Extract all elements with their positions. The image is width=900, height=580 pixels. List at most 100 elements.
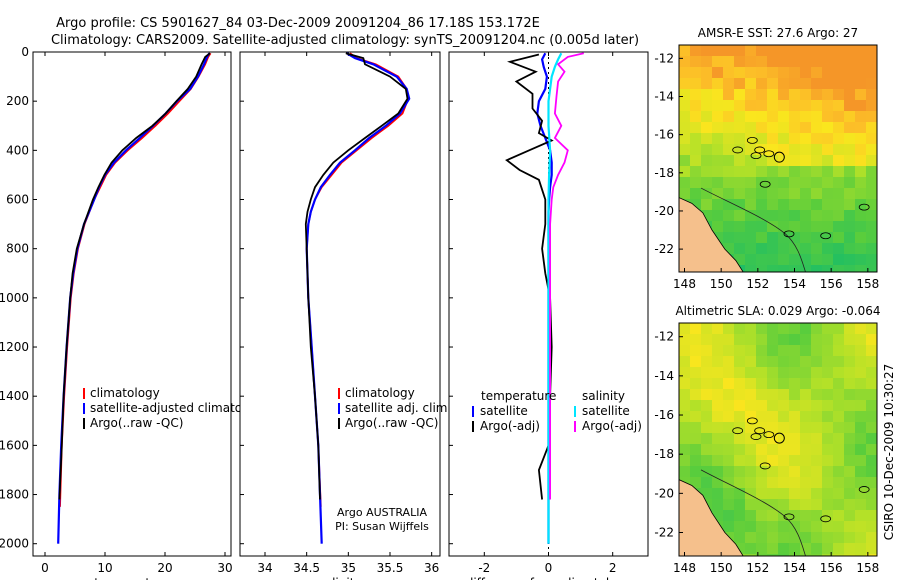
reef-outline [763,431,775,439]
map-cell [778,89,790,101]
map-cell [778,411,790,423]
map-field [679,323,877,556]
map-cell [866,155,877,167]
series-line-2 [58,52,211,500]
map-cell [734,543,746,555]
map-cell [833,221,845,233]
map-cell [734,221,746,233]
depth-tick-label: 1800 [0,488,29,502]
map-cell [712,45,724,57]
map-cell [789,367,801,379]
x-axis-label: salinity [318,576,361,580]
map-cell [679,166,691,178]
map-cell [800,510,812,522]
legend-label: satellite [582,404,630,418]
map-cell [734,243,746,255]
map-cell [866,100,877,112]
map-cell [800,411,812,423]
map-cell [712,334,724,346]
map-cell [756,378,768,390]
map-cell [866,488,877,500]
map-cell [822,243,834,255]
map-cell [800,199,812,211]
map-cell [712,155,724,167]
map-cell [723,334,735,346]
map-cell [723,56,735,68]
map-cell [701,188,713,200]
map-cell [800,144,812,156]
map-cell [789,243,801,255]
map-cell [756,188,768,200]
lon-tick-label: 150 [710,561,733,575]
x-tick-label: 35 [341,561,356,575]
map-cell [789,232,801,244]
map-cell [767,433,779,445]
map-cell [679,177,691,189]
lon-tick-label: 158 [856,277,879,291]
map-cell [844,334,856,346]
map-cell [800,210,812,222]
map-cell [723,45,735,57]
map-cell [767,367,779,379]
map-cell [745,133,757,145]
map-cell [822,455,834,467]
map-cell [690,56,702,68]
map-cell [866,334,877,346]
map-cell [844,543,856,555]
map-cell [745,411,757,423]
map-cell [811,477,823,489]
map-cell [866,499,877,511]
map-cell [778,56,790,68]
map-cell [800,444,812,456]
map-cell [833,411,845,423]
map-cell [822,67,834,79]
map-cell [789,122,801,134]
x-tick-label: -2 [478,561,490,575]
map-cell [822,532,834,544]
map-cell [745,488,757,500]
depth-tick-label: 1200 [0,340,29,354]
map-cell [756,367,768,379]
map-cell [866,221,877,233]
lat-tick-label: -22 [654,242,674,256]
map-cell [756,210,768,222]
reef-outline [732,427,744,435]
map-cell [833,133,845,145]
x-tick-label: 30 [217,561,232,575]
panel-frame [32,51,232,557]
map-cell [712,499,724,511]
map-cell [712,400,724,412]
map-cell [745,56,757,68]
map-cell [800,499,812,511]
map-cell [723,111,735,123]
map-cell [679,334,691,346]
map-cell [767,232,779,244]
map-cell [844,444,856,456]
map-sst: AMSR-E SST: 27.6 Argo: 27 -12 -14 -16 -18 -20… [654,26,879,291]
map-cell [723,232,735,244]
map-cell [778,554,790,556]
map-cell [734,323,746,335]
legend-label: climatology [90,386,160,400]
map-cell [789,411,801,423]
reef-outline [820,232,832,240]
x-tick-label: 2 [609,561,617,575]
map-cell [866,232,877,244]
map-cell [822,433,834,445]
map-cell [690,477,702,489]
map-cell [745,477,757,489]
map-cell [844,356,856,368]
map-cell [767,199,779,211]
map-cell [723,210,735,222]
map-cell [822,400,834,412]
map-cell [690,155,702,167]
map-cell [679,389,691,401]
x-tick-label: 35.5 [377,561,404,575]
map-cell [855,400,867,412]
map-cell [734,444,746,456]
map-cell [800,100,812,112]
map-cell [723,345,735,357]
map-cell [767,510,779,522]
map-cell [800,254,812,266]
map-cell [844,78,856,90]
